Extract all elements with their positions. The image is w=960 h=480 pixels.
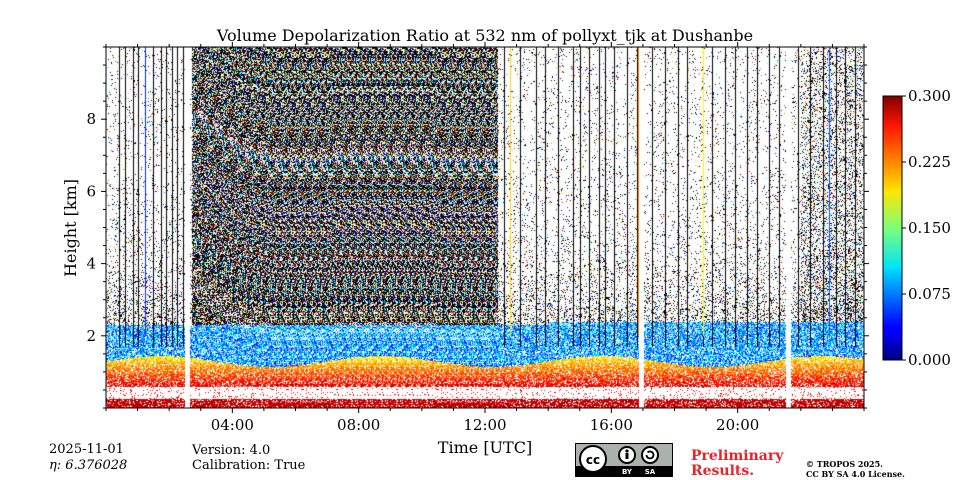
footer-calibration: Calibration: True — [192, 458, 306, 473]
colorbar-tick-label: 0.225 — [908, 153, 951, 171]
footer-version: Version: 4.0 — [192, 443, 271, 458]
colorbar — [882, 95, 903, 361]
copyright-line-2: CC BY SA 4.0 License. — [806, 469, 905, 479]
cc-icon — [579, 445, 607, 473]
chart-title: Volume Depolarization Ratio at 532 nm of… — [216, 26, 753, 45]
x-tick-label: 04:00 — [211, 416, 254, 434]
svg-text:cc: cc — [586, 453, 600, 467]
x-axis-label: Time [UTC] — [438, 438, 532, 457]
colorbar-tick-label: 0.300 — [908, 87, 951, 105]
x-axis-ticks: 04:00 08:00 12:00 16:00 20:00 — [105, 42, 865, 434]
x-tick-label: 16:00 — [590, 416, 633, 434]
y-tick-label: 8 — [86, 110, 96, 128]
colorbar-ticks: 0.000 0.075 0.150 0.225 0.300 — [902, 87, 951, 369]
y-tick-label: 4 — [86, 255, 96, 273]
x-tick-label: 12:00 — [463, 416, 506, 434]
y-axis-ticks: 2 4 6 8 — [86, 46, 869, 409]
x-tick-label: 20:00 — [716, 416, 759, 434]
preliminary-line-1: Preliminary — [691, 448, 784, 464]
preliminary-line-2: Results. — [691, 463, 755, 479]
y-tick-label: 2 — [86, 327, 96, 345]
footer-eta: η: 6.376028 — [49, 458, 128, 473]
footer-date: 2025-11-01 — [49, 442, 124, 457]
preliminary-results-note: Preliminary Results. — [691, 449, 783, 479]
colorbar-tick-label: 0.150 — [908, 219, 951, 237]
y-tick-label: 6 — [86, 182, 96, 200]
svg-text:SA: SA — [645, 468, 656, 476]
colorbar-tick-label: 0.075 — [908, 285, 951, 303]
svg-text:BY: BY — [622, 468, 633, 476]
copyright-line-1: © TROPOS 2025. — [806, 459, 883, 469]
sa-icon — [641, 446, 659, 464]
heatmap-image — [106, 47, 864, 408]
y-axis-label: Height [km] — [61, 179, 80, 277]
colorbar-tick-label: 0.000 — [908, 351, 951, 369]
copyright-note: © TROPOS 2025. CC BY SA 4.0 License. — [806, 459, 905, 479]
cc-license-badge: cc BY SA — [575, 443, 673, 477]
heatmap-area — [106, 47, 864, 408]
x-tick-label: 08:00 — [337, 416, 380, 434]
